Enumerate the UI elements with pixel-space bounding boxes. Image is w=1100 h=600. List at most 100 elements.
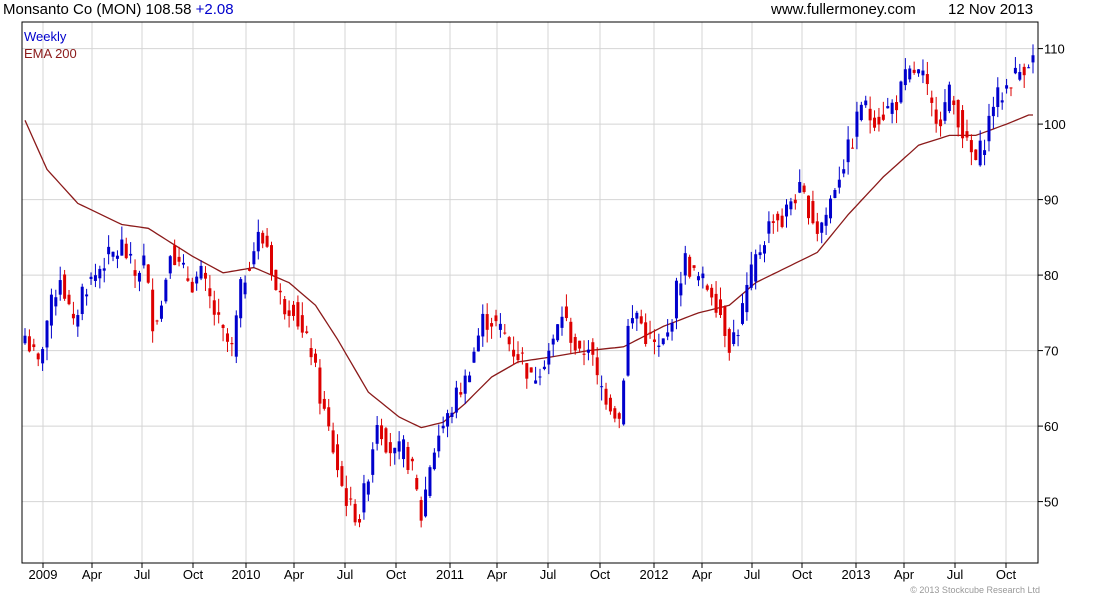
- candle-down: [507, 335, 511, 352]
- candle-down: [952, 95, 956, 115]
- candle-up: [129, 242, 133, 264]
- candle-down: [648, 320, 652, 339]
- candle-down: [604, 382, 608, 410]
- y-tick-label: 80: [1044, 268, 1058, 283]
- candle-up: [864, 95, 868, 108]
- candle-down: [877, 107, 881, 132]
- x-tick-label: Apr: [487, 567, 508, 582]
- candle-up: [556, 323, 560, 343]
- candle-up: [696, 271, 700, 287]
- candle-down: [71, 301, 75, 325]
- x-tick-label: Oct: [183, 567, 204, 582]
- candle-down: [36, 352, 40, 367]
- candle-down: [912, 61, 916, 75]
- x-tick-label: 2013: [842, 567, 871, 582]
- candle-down: [358, 514, 362, 528]
- candle-up: [454, 380, 458, 419]
- x-tick-label: 2012: [640, 567, 669, 582]
- candle-up: [789, 197, 793, 216]
- site-url[interactable]: www.fullermoney.com: [771, 1, 916, 18]
- candle-down: [705, 283, 709, 292]
- candle-up: [630, 305, 634, 329]
- candle-up: [758, 244, 762, 260]
- candle-up: [424, 476, 428, 518]
- candle-down: [688, 254, 692, 279]
- candle-down: [956, 99, 960, 137]
- candle-down: [331, 422, 335, 455]
- candle-up: [820, 221, 824, 244]
- candle-down: [974, 149, 978, 161]
- candle-up: [679, 271, 683, 307]
- x-tick-label: 2010: [232, 567, 261, 582]
- candle-down: [265, 228, 269, 248]
- plot-frame: [21, 21, 1039, 564]
- candle-down: [349, 486, 353, 506]
- candle-down: [573, 333, 577, 355]
- candle-down: [520, 347, 524, 365]
- candle-up: [890, 99, 894, 124]
- candle-down: [406, 441, 410, 475]
- candle-down: [415, 474, 419, 492]
- change-text: +2.08: [195, 1, 234, 18]
- x-tick-label: Apr: [82, 567, 103, 582]
- candle-up: [626, 318, 630, 377]
- candle-up: [978, 130, 982, 167]
- candle-up: [85, 288, 89, 306]
- candle-up: [991, 96, 995, 129]
- candle-up: [1000, 92, 1004, 110]
- candle-up: [80, 283, 84, 321]
- x-tick-label: Oct: [590, 567, 611, 582]
- candle-down: [895, 95, 899, 124]
- candle-down: [274, 269, 278, 291]
- candle-up: [199, 260, 203, 281]
- candle-down: [811, 190, 815, 225]
- legend-weekly: Weekly: [24, 29, 67, 44]
- candle-down: [613, 405, 617, 423]
- y-axis: 50 60 70 80 90 100 110: [1038, 42, 1066, 510]
- x-tick-label: Oct: [792, 567, 813, 582]
- candle-up: [137, 270, 141, 292]
- candle-up: [93, 263, 97, 288]
- candle-up: [859, 101, 863, 122]
- y-tick-label: 60: [1044, 419, 1058, 434]
- grid-lines: [22, 22, 1038, 563]
- symbol-text: Monsanto Co (MON) 108.58: [3, 1, 192, 18]
- candle-up: [600, 375, 604, 401]
- candle-down: [287, 300, 291, 328]
- candle-up: [437, 424, 441, 458]
- candle-up: [547, 343, 551, 375]
- candle-up: [886, 97, 890, 109]
- candle-up: [76, 309, 80, 337]
- candle-down: [494, 309, 498, 327]
- candle-up: [428, 465, 432, 498]
- candle-up: [1018, 63, 1022, 82]
- candle-up: [674, 277, 678, 330]
- candle-up: [740, 293, 744, 326]
- candle-up: [846, 126, 850, 175]
- candle-up: [45, 320, 49, 361]
- candle-up: [375, 416, 379, 451]
- candle-down: [776, 211, 780, 232]
- candle-down: [564, 294, 568, 322]
- candle-up: [463, 369, 467, 405]
- candle-up: [538, 368, 542, 386]
- candle-up: [107, 235, 111, 265]
- candle-up: [1031, 44, 1035, 74]
- candle-up: [824, 207, 828, 235]
- candle-down: [1009, 87, 1013, 97]
- candle-down: [851, 138, 855, 149]
- candle-up: [49, 288, 53, 339]
- candle-down: [925, 61, 929, 96]
- candle-up: [252, 242, 256, 268]
- y-tick-label: 50: [1044, 495, 1058, 510]
- candle-down: [503, 324, 507, 335]
- candle-up: [534, 366, 538, 384]
- candle-down: [591, 338, 595, 366]
- candle-up: [472, 347, 476, 364]
- candle-down: [617, 411, 621, 429]
- candle-down: [965, 119, 969, 141]
- candle-down: [873, 110, 877, 132]
- candle-down: [269, 241, 273, 281]
- candle-down: [278, 283, 282, 305]
- candle-down: [133, 259, 137, 288]
